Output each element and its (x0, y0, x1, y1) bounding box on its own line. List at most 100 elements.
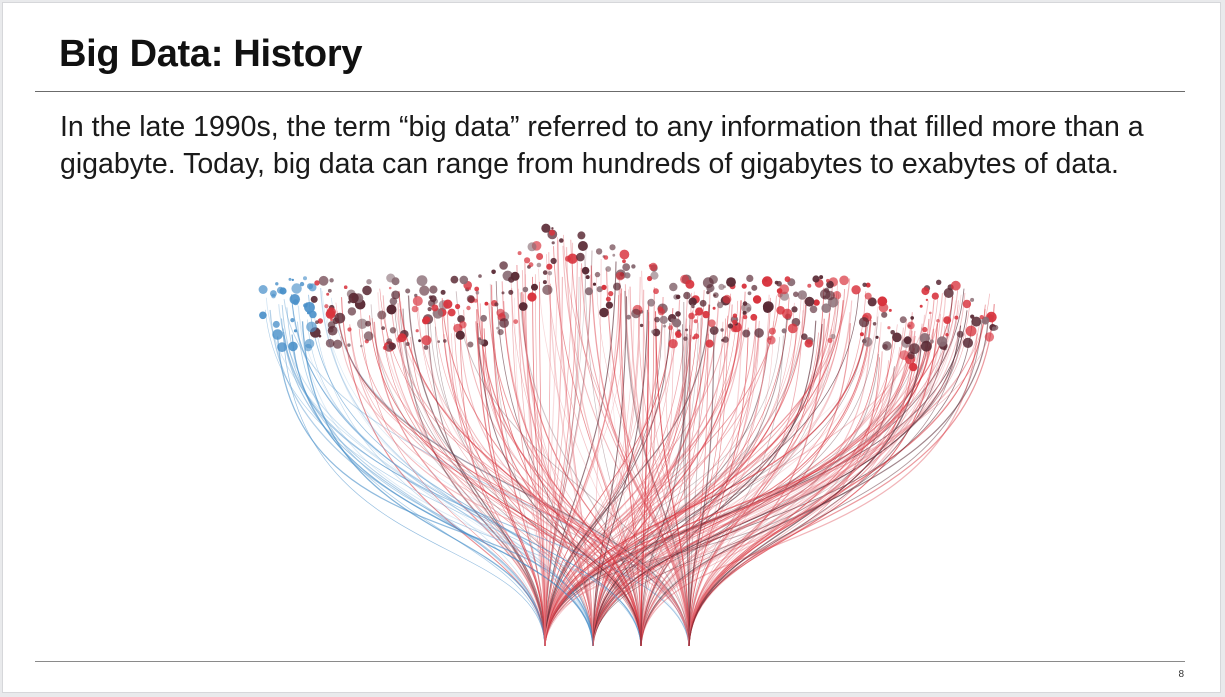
bundle-dot (595, 248, 603, 255)
bundle-dot (683, 336, 688, 341)
bundle-curve (544, 242, 574, 647)
bundle-dot (695, 307, 704, 316)
bundle-dot (536, 253, 544, 260)
bundle-dot (259, 311, 267, 320)
bundle-curve (654, 311, 690, 647)
bundle-dot (929, 339, 934, 344)
bundle-curve (592, 276, 641, 647)
bundle-curve (544, 366, 895, 647)
bundle-dot (674, 330, 681, 337)
bundle-dot (411, 305, 419, 313)
bundle-dot (343, 285, 348, 290)
bundle-dot (872, 322, 877, 326)
bundle-curve (592, 289, 705, 647)
bundle-curve (592, 306, 879, 647)
bundle-curve (391, 308, 690, 647)
bundle-dot (576, 252, 585, 262)
bundle-dot (497, 329, 504, 336)
bundle-dot (291, 278, 294, 282)
bundle-curve (546, 254, 642, 647)
bundle-dots (258, 223, 999, 372)
bundle-curve (592, 296, 627, 647)
bundle-curve (592, 289, 959, 647)
bundle-dot (389, 327, 397, 334)
bundle-dot (270, 290, 277, 297)
bundle-curve (688, 310, 804, 647)
bundle-curve (349, 324, 690, 647)
bundle-dot (585, 275, 590, 280)
page-number: 8 (1178, 669, 1184, 680)
bundle-curve (398, 291, 642, 647)
bundle-dot (991, 326, 997, 332)
bundle-dot (754, 328, 764, 338)
bundle-dot (467, 341, 474, 348)
bundle-dot (821, 303, 831, 314)
bundle-curve (688, 357, 880, 647)
bundle-dot (272, 329, 283, 340)
bundle-dot (366, 279, 372, 285)
bundle-curve (544, 289, 629, 647)
bundle-dot (592, 282, 597, 286)
bundle-curve (544, 276, 563, 647)
bundle-dot (919, 304, 923, 308)
bundle-dot (804, 339, 813, 348)
bundle-dot (299, 281, 305, 287)
bundle-dot (622, 259, 626, 264)
bundle-curve (418, 306, 642, 647)
bundle-dot (881, 311, 888, 318)
network-bundle-visualization (258, 223, 999, 647)
bundle-curve (596, 276, 690, 647)
bundle-curve (544, 261, 617, 647)
bundle-curve (544, 347, 900, 647)
bundle-dot (981, 316, 990, 325)
bundle-curve (592, 296, 954, 647)
bundle-dot (608, 291, 614, 297)
bundle-dot (363, 331, 374, 341)
bundle-dot (921, 340, 932, 352)
bundle-dot (289, 294, 300, 304)
bundle-curve (400, 301, 546, 647)
bundle-curve (592, 309, 648, 647)
bundle-dot (971, 316, 982, 327)
bundle-dot (457, 315, 465, 323)
bundle-dot (732, 319, 738, 325)
bundle-dot (447, 308, 456, 317)
bundle-curve (640, 304, 807, 647)
bundle-dot (288, 277, 292, 281)
bundle-dot (612, 253, 616, 257)
bundle-curve (290, 294, 642, 647)
bundle-curve (477, 323, 642, 647)
bundle-dot (527, 242, 537, 252)
bundle-curve (640, 289, 645, 647)
bundle-dot (546, 263, 553, 270)
bundle-dot (421, 335, 432, 346)
bundle-curve (544, 300, 844, 647)
bundle-dot (776, 280, 782, 287)
bundle-dot (455, 303, 461, 310)
bundle-dot (619, 249, 630, 260)
bundle-dot (437, 340, 441, 343)
bundle-curve (301, 321, 546, 647)
bundle-dot (858, 317, 870, 328)
bundle-dot (613, 282, 621, 291)
bundle-dot (443, 299, 453, 309)
bundle-curve (592, 307, 699, 647)
bundle-dot (459, 321, 467, 329)
bundle-curve (476, 289, 642, 647)
bundle-dot (747, 291, 752, 296)
bundle-dot (307, 283, 313, 290)
bundle-dot (279, 287, 287, 295)
bundle-curve (688, 336, 914, 647)
bundle-curve (407, 295, 546, 647)
bundle-dot (524, 257, 531, 264)
bundle-dot (542, 280, 547, 285)
bundle-curve (553, 246, 642, 647)
bundle-curve (539, 281, 546, 647)
bundle-curve (427, 317, 546, 647)
bundle-dot (475, 290, 480, 295)
bundle-curve (477, 326, 690, 647)
bundle-dot (494, 302, 499, 307)
bundle-dot (851, 285, 861, 295)
bundle-dot (707, 319, 716, 328)
bundle-dot (750, 313, 758, 321)
